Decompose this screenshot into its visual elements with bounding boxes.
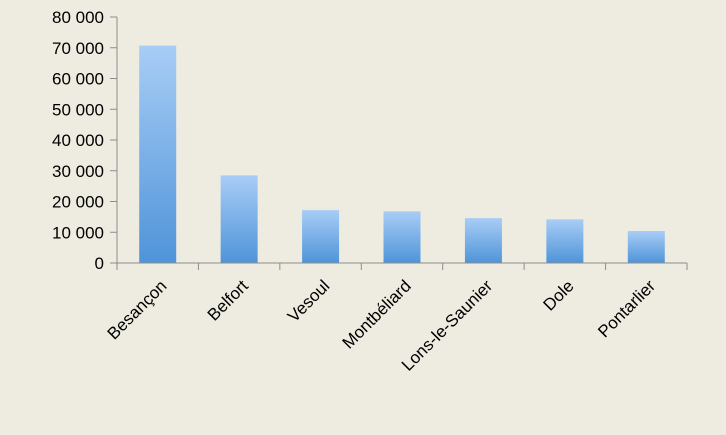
bar-1 — [139, 45, 177, 263]
y-tick-label: 80 000 — [52, 8, 104, 27]
bar-5 — [464, 218, 502, 263]
axes — [116, 17, 688, 270]
y-tick-label: 30 000 — [52, 162, 104, 181]
y-tick-label: 70 000 — [52, 39, 104, 58]
bar-4 — [383, 211, 421, 263]
x-tick-label: Besançon — [104, 276, 171, 343]
x-tick-label: Dole — [540, 276, 578, 314]
y-tick-label: 20 000 — [52, 193, 104, 212]
x-tick-label: Pontarlier — [594, 276, 659, 341]
bar-3 — [302, 210, 340, 263]
bars — [139, 45, 665, 263]
bar-7 — [627, 231, 665, 263]
x-tick-label: Belfort — [204, 276, 252, 324]
y-tick-label: 50 000 — [52, 100, 104, 119]
x-tick-label: Montbéliard — [339, 276, 415, 352]
y-axis-ticks: 0 10 000 20 000 30 000 40 000 50 000 60 000 70 … — [52, 8, 117, 273]
y-tick-label: 0 — [95, 254, 104, 273]
y-tick-label: 60 000 — [52, 70, 104, 89]
bar-2 — [220, 175, 258, 263]
y-tick-label: 40 000 — [52, 131, 104, 150]
bar-6 — [546, 219, 584, 263]
y-tick-label: 10 000 — [52, 223, 104, 242]
x-tick-label: Vesoul — [284, 276, 334, 326]
x-axis-labels: Besançon Belfort Vesoul MontbéliardLons-le-… — [104, 276, 660, 375]
